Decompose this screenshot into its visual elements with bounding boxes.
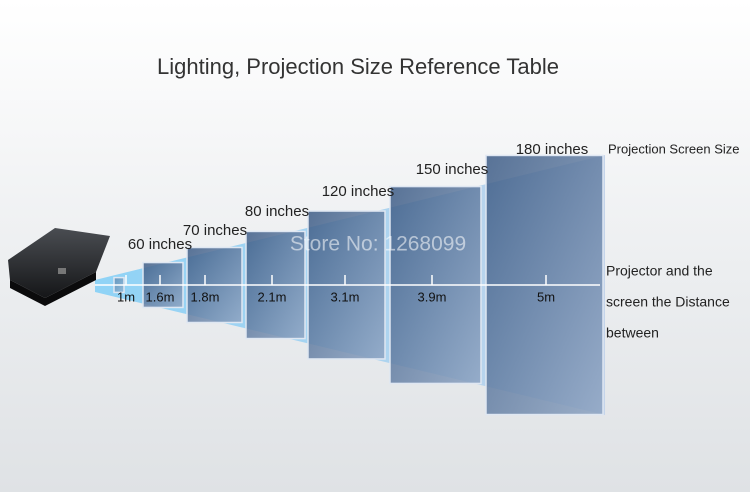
distance: 3.1m [331, 289, 360, 304]
projector-port [58, 268, 66, 274]
screen-size: 150 inches [416, 161, 489, 178]
distance: 3.9m [418, 289, 447, 304]
screen-size: 70 inches [183, 222, 247, 239]
distance: 5m [537, 289, 555, 304]
distance-label: screen the Distance [606, 294, 730, 310]
watermark: Store No: 1268099 [290, 233, 466, 256]
distance-label: Projector and the [606, 263, 713, 279]
screen-size: 180 inches [516, 141, 589, 158]
projector [8, 228, 110, 306]
screen-size: 80 inches [245, 203, 309, 220]
projector-side [10, 272, 96, 306]
title: Lighting, Projection Size Reference Tabl… [157, 54, 559, 79]
distance: 1m [117, 289, 135, 304]
distance: 1.8m [191, 289, 220, 304]
distance-label: between [606, 325, 659, 341]
distance: 2.1m [258, 289, 287, 304]
screen-size-label: Projection Screen Size [608, 141, 740, 156]
projector-body [8, 228, 110, 298]
screen-size: 120 inches [322, 183, 395, 200]
screen-size: 60 inches [128, 236, 192, 253]
distance: 1.6m [146, 289, 175, 304]
